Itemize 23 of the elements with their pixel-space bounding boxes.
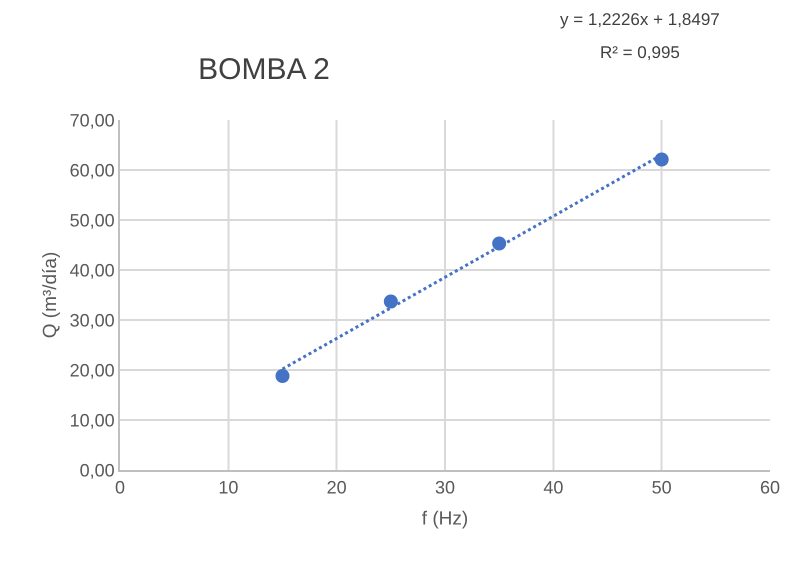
- point: [276, 369, 290, 383]
- x-tick-label: 30: [434, 477, 456, 498]
- y-tick-label: 10,00: [70, 410, 115, 430]
- y-tick-label: 60,00: [70, 160, 115, 180]
- y-tick-label: 40,00: [70, 260, 115, 280]
- chart-title: BOMBA 2: [198, 52, 330, 86]
- y-tick-label: 0,00: [80, 460, 115, 480]
- y-axis-title: Q (m³/día): [40, 252, 61, 338]
- x-tick-label: 0: [114, 477, 126, 498]
- x-tick-label: 60: [760, 477, 780, 498]
- x-axis-title: f (Hz): [422, 508, 468, 530]
- x-tick-label: 20: [326, 477, 347, 498]
- x-tick-label: 50: [652, 477, 672, 498]
- y-tick-label: 20,00: [70, 360, 115, 380]
- y-tick-label: 30,00: [70, 310, 115, 330]
- text: y = 1,2226x + 1,8497: [560, 10, 720, 29]
- x-tick-label: 40: [543, 477, 564, 498]
- y-tick-label: 50,00: [70, 210, 115, 230]
- point: [654, 152, 669, 166]
- point: [384, 294, 398, 308]
- x-tick-label: 10: [218, 477, 238, 498]
- text: R² = 0,995: [600, 43, 680, 62]
- y-tick-label: 70,00: [70, 110, 115, 130]
